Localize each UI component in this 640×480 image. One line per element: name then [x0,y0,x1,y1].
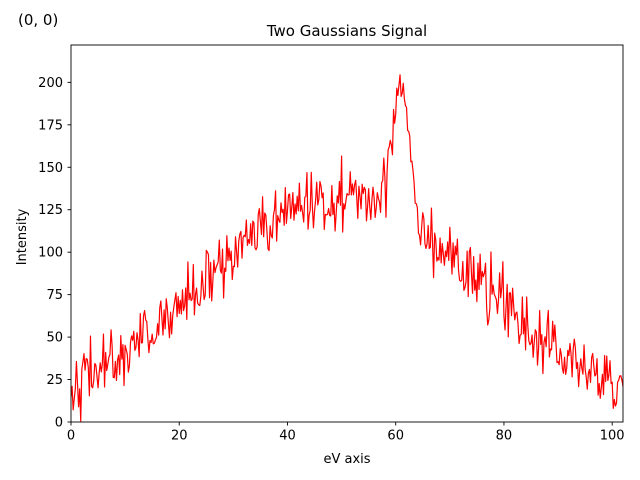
x-tick-label: 100 [600,429,625,444]
y-tick-label: 125 [38,203,63,218]
x-tick-label: 80 [496,429,513,444]
x-tick-label: 40 [279,429,296,444]
y-tick-label: 25 [46,373,63,388]
y-axis-ticks: 0 25 50 75 100 125 150 175 200 [38,76,71,431]
y-tick-label: 75 [46,288,63,303]
y-tick-label: 150 [38,161,63,176]
x-tick-label: 20 [171,429,188,444]
y-axis-label: Intensity [15,208,30,265]
x-tick-label: 0 [67,429,75,444]
y-tick-label: 100 [38,246,63,261]
corner-annotation: (0, 0) [18,11,58,29]
y-tick-label: 0 [55,416,63,431]
x-axis-label: eV axis [323,452,370,467]
axes-spines [70,44,624,423]
y-tick-label: 200 [38,76,63,91]
x-tick-label: 60 [387,429,404,444]
chart-title: Two Gaussians Signal [266,22,427,40]
y-tick-label: 50 [46,331,63,346]
plot-area [71,45,623,422]
x-axis-ticks: 0 20 40 60 80 100 [67,422,625,444]
y-tick-label: 175 [38,118,63,133]
signal-line [71,74,623,422]
